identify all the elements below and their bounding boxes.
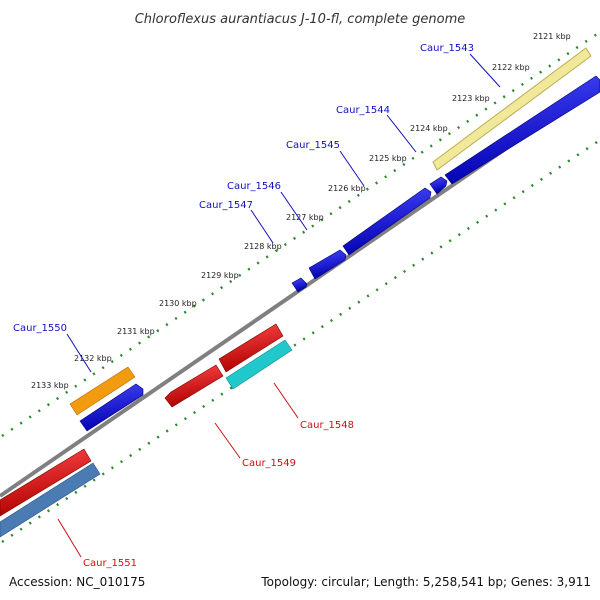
kbp-tick-label: 2130 kbp	[159, 299, 197, 308]
kbp-tick-label: 2133 kbp	[31, 381, 69, 390]
cds-forward-caur-1543[interactable]	[444, 75, 600, 185]
genome-summary-text: Topology: circular; Length: 5,258,541 bp…	[260, 575, 591, 589]
gene-label-caur-1544[interactable]: Caur_1544	[336, 105, 390, 116]
forward-features	[69, 47, 600, 432]
cds-forward-caur-1546[interactable]	[308, 249, 347, 280]
kbp-tick-label: 2131 kbp	[117, 327, 155, 336]
gene-label-caur-1551[interactable]: Caur_1551	[83, 558, 137, 569]
kbp-tick-label: 2122 kbp	[492, 63, 530, 72]
cds-forward-caur-1547[interactable]	[291, 277, 308, 293]
kbp-tick-label: 2132 kbp	[74, 354, 112, 363]
chart-title: Chloroflexus aurantiacus J-10-fl, comple…	[135, 12, 466, 27]
leader-line	[469, 53, 501, 88]
kbp-tick-label: 2125 kbp	[369, 154, 407, 163]
cds-reverse-caur-1551[interactable]	[0, 448, 92, 517]
cds-forward-caur-1550[interactable]	[79, 383, 144, 432]
accession-text: Accession: NC_010175	[9, 575, 145, 589]
gene-label-caur-1548[interactable]: Caur_1548	[300, 420, 354, 431]
gene-label-caur-1545[interactable]: Caur_1545	[286, 140, 340, 151]
leader-line	[66, 333, 92, 373]
leader-line	[273, 382, 299, 419]
cds-reverse-caur-1548[interactable]	[218, 323, 284, 373]
reverse-gene-labels: Caur_1548 Caur_1549 Caur_1551	[57, 382, 354, 569]
feature-band-orange[interactable]	[69, 366, 136, 416]
feature-band-yellow[interactable]	[432, 47, 592, 171]
kbp-tick-label: 2121 kbp	[533, 32, 571, 41]
gene-label-caur-1546[interactable]: Caur_1546	[227, 181, 281, 192]
leader-line	[57, 518, 82, 558]
kbp-tick-label: 2129 kbp	[201, 271, 239, 280]
feature-band-cyan[interactable]	[225, 339, 293, 390]
leader-line	[339, 150, 365, 187]
cds-forward-caur-1544[interactable]	[429, 176, 448, 195]
cds-reverse-caur-1549[interactable]	[164, 364, 224, 408]
kbp-tick-label: 2123 kbp	[452, 94, 490, 103]
leader-line	[214, 422, 241, 459]
kbp-tick-labels: 2121 kbp 2122 kbp 2123 kbp 2124 kbp 2125…	[31, 32, 571, 390]
kbp-tick-label: 2127 kbp	[286, 213, 324, 222]
reverse-features	[0, 323, 293, 538]
kbp-tick-label: 2128 kbp	[244, 242, 282, 251]
reverse-tick-track	[1, 138, 600, 544]
feature-band-steelblue[interactable]	[0, 462, 101, 538]
kbp-tick-label: 2124 kbp	[410, 124, 448, 133]
leader-line	[386, 114, 417, 153]
forward-gene-labels: Caur_1543 Caur_1544 Caur_1545 Caur_1546 …	[13, 43, 501, 373]
leader-line	[250, 209, 274, 244]
cds-forward-caur-1545[interactable]	[342, 187, 432, 256]
kbp-tick-label: 2126 kbp	[328, 184, 366, 193]
gene-label-caur-1549[interactable]: Caur_1549	[242, 458, 296, 469]
gene-label-caur-1543[interactable]: Caur_1543	[420, 43, 474, 54]
gene-label-caur-1550[interactable]: Caur_1550	[13, 323, 67, 334]
forward-tick-track	[1, 30, 600, 438]
leader-line	[280, 191, 308, 231]
gene-label-caur-1547[interactable]: Caur_1547	[199, 200, 253, 211]
